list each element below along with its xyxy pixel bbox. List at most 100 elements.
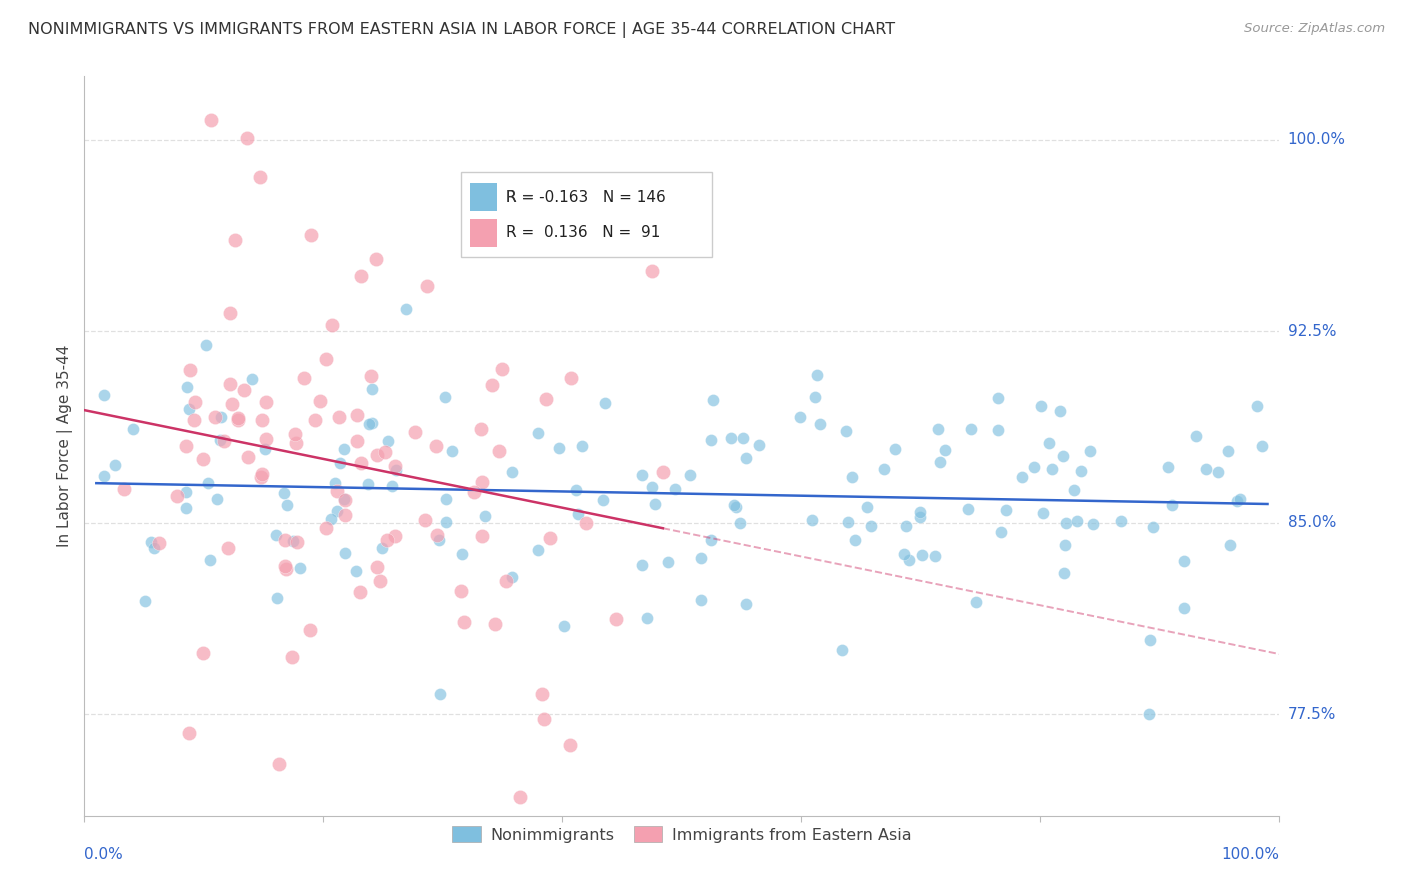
- Point: [1083, 516, 1105, 531]
- Point: [366, 448, 388, 462]
- Point: [433, 390, 456, 404]
- Point: [214, 434, 236, 448]
- Point: [266, 591, 288, 606]
- Point: [1054, 516, 1077, 530]
- Point: [304, 413, 326, 427]
- Point: [720, 431, 742, 445]
- Point: [1040, 461, 1063, 475]
- Point: [328, 410, 350, 425]
- Point: [1246, 400, 1268, 414]
- Point: [434, 516, 457, 530]
- Point: [831, 642, 853, 657]
- Point: [394, 302, 416, 317]
- Point: [426, 527, 449, 541]
- Point: [360, 368, 382, 383]
- Point: [1173, 554, 1195, 568]
- FancyBboxPatch shape: [461, 172, 711, 257]
- Point: [184, 395, 207, 409]
- Point: [360, 382, 382, 396]
- Point: [326, 504, 349, 518]
- Point: [804, 390, 827, 404]
- Point: [844, 533, 866, 547]
- Point: [808, 417, 831, 432]
- Point: [274, 533, 297, 547]
- Point: [166, 489, 188, 503]
- Point: [679, 468, 702, 483]
- Point: [484, 616, 506, 631]
- Point: [690, 551, 713, 566]
- Text: 92.5%: 92.5%: [1288, 324, 1336, 339]
- Point: [571, 439, 593, 453]
- Text: 100.0%: 100.0%: [1222, 847, 1279, 862]
- Point: [990, 524, 1012, 539]
- Point: [641, 480, 664, 494]
- Point: [179, 363, 201, 377]
- Point: [1195, 462, 1218, 476]
- Point: [1216, 444, 1239, 458]
- Point: [134, 594, 156, 608]
- Point: [290, 560, 312, 574]
- Text: R = -0.163   N = 146: R = -0.163 N = 146: [506, 190, 666, 205]
- Point: [1229, 491, 1251, 506]
- Point: [329, 456, 352, 470]
- Point: [1251, 439, 1274, 453]
- Point: [349, 268, 371, 283]
- Point: [209, 409, 232, 424]
- Point: [987, 423, 1010, 437]
- Point: [194, 338, 217, 352]
- Point: [911, 548, 934, 562]
- Point: [873, 462, 896, 476]
- Point: [197, 475, 219, 490]
- Text: R =: R =: [506, 190, 540, 205]
- Point: [1142, 520, 1164, 534]
- Point: [207, 491, 229, 506]
- Point: [333, 546, 356, 560]
- Point: [789, 409, 811, 424]
- Point: [1022, 460, 1045, 475]
- Point: [534, 392, 557, 406]
- Point: [350, 456, 373, 470]
- Point: [664, 482, 686, 496]
- Point: [560, 739, 582, 753]
- Point: [690, 593, 713, 607]
- Point: [894, 519, 917, 533]
- Point: [806, 368, 828, 382]
- Point: [733, 431, 755, 445]
- Point: [284, 426, 307, 441]
- Point: [527, 425, 550, 440]
- Point: [429, 687, 451, 701]
- Point: [357, 477, 380, 491]
- Point: [699, 533, 721, 547]
- Point: [1053, 566, 1076, 580]
- Point: [509, 790, 531, 805]
- Point: [471, 529, 494, 543]
- Point: [204, 409, 226, 424]
- Point: [374, 445, 396, 459]
- Point: [346, 408, 368, 422]
- Point: [250, 413, 273, 427]
- Point: [491, 362, 513, 376]
- Point: [377, 434, 399, 448]
- Point: [364, 252, 387, 266]
- Point: [725, 500, 748, 514]
- Point: [897, 553, 920, 567]
- Point: [631, 558, 654, 573]
- Point: [104, 458, 127, 472]
- Point: [994, 503, 1017, 517]
- Point: [702, 392, 724, 407]
- Point: [657, 555, 679, 569]
- Text: 0.0%: 0.0%: [84, 847, 124, 862]
- Point: [349, 585, 371, 599]
- Point: [284, 436, 307, 450]
- Point: [233, 383, 256, 397]
- Point: [567, 507, 589, 521]
- Point: [515, 171, 537, 186]
- Point: [593, 396, 616, 410]
- Point: [451, 547, 474, 561]
- Point: [226, 411, 249, 425]
- Point: [1011, 469, 1033, 483]
- Point: [723, 498, 745, 512]
- Point: [122, 422, 145, 436]
- Y-axis label: In Labor Force | Age 35-44: In Labor Force | Age 35-44: [58, 345, 73, 547]
- Bar: [471, 219, 496, 247]
